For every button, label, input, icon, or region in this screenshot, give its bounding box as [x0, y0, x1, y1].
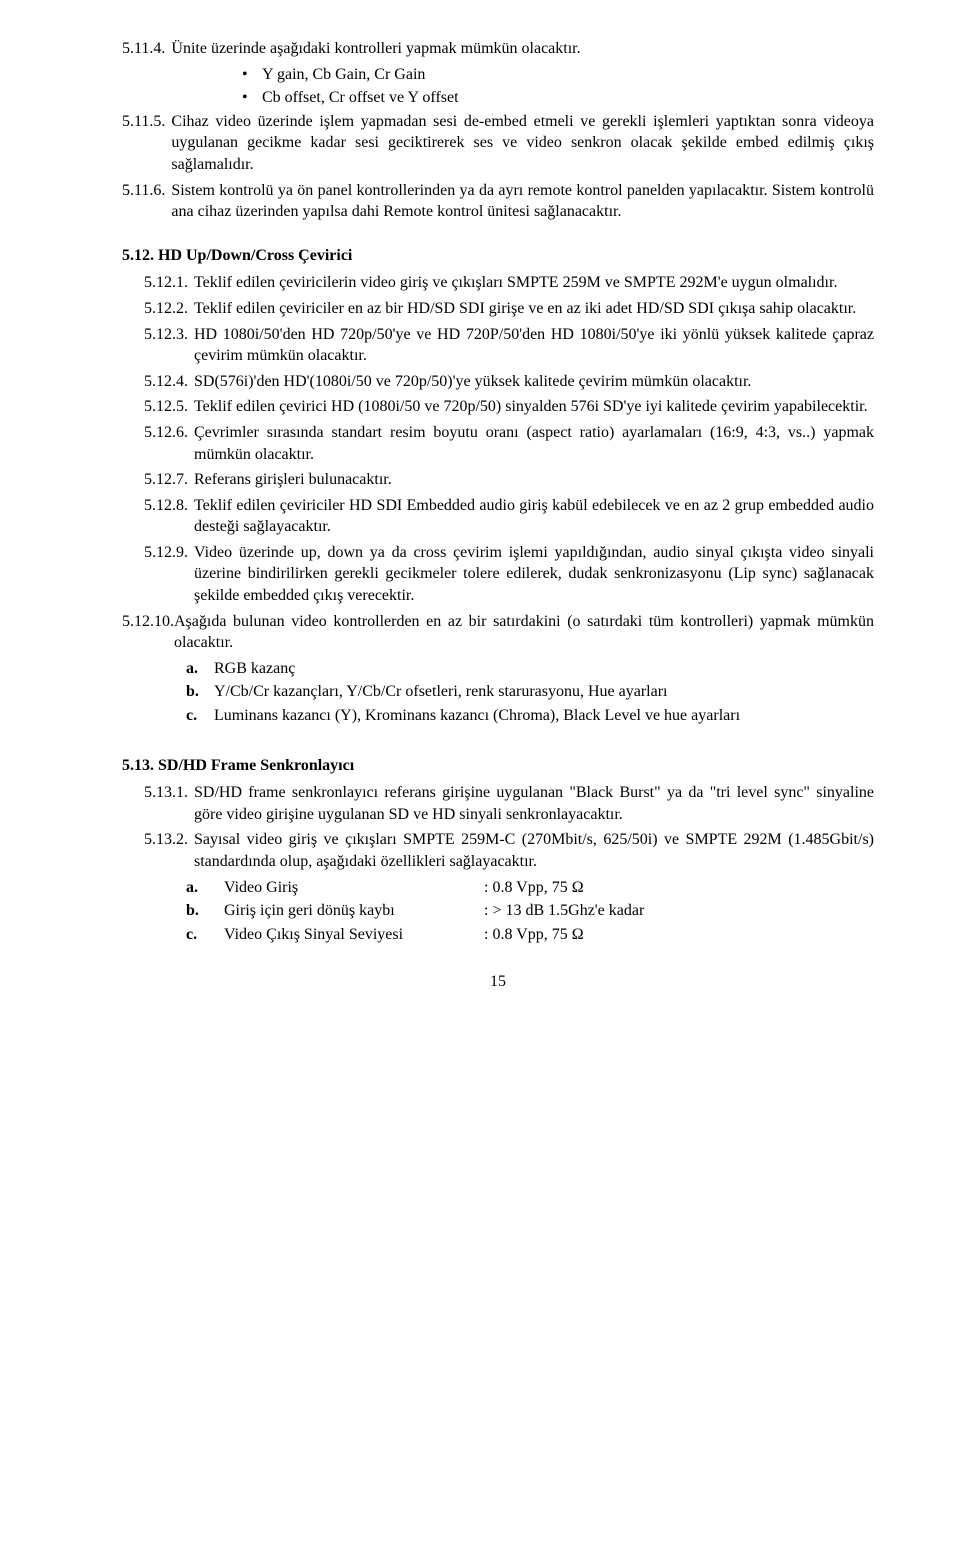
clause-number: 5.11.4. [122, 38, 165, 60]
spec-row: c. Video Çıkış Sinyal Seviyesi : 0.8 Vpp… [186, 924, 874, 946]
clause-number: 5.13.1. [144, 782, 188, 825]
page-number: 15 [122, 971, 874, 993]
clause: 5.12.6.Çevrimler sırasında standart resi… [144, 422, 874, 465]
clause-number: 5.12.8. [144, 495, 188, 538]
spec-row: b. Giriş için geri dönüş kaybı : > 13 dB… [186, 900, 874, 922]
clause-text: Teklif edilen çeviriciler HD SDI Embedde… [194, 495, 874, 538]
document-page: 5.11.4. Ünite üzerinde aşağıdaki kontrol… [0, 0, 960, 1023]
section-title-5-13: 5.13. SD/HD Frame Senkronlayıcı [122, 755, 874, 777]
clause: 5.12.1. Teklif edilen çeviricilerin video… [144, 272, 874, 294]
spec-value: : 0.8 Vpp, 75 Ω [484, 877, 874, 899]
spec-value: : 0.8 Vpp, 75 Ω [484, 924, 874, 946]
clause-number: 5.11.5. [122, 111, 165, 176]
bullet-text: Y gain, Cb Gain, Cr Gain [262, 64, 425, 86]
clause-number: 5.12.7. [144, 469, 188, 491]
clause-text: Teklif edilen çeviricilerin video giriş … [194, 272, 874, 294]
clause-text: Ünite üzerinde aşağıdaki kontrolleri yap… [171, 38, 874, 60]
clause: 5.12.2. Teklif edilen çeviriciler en az b… [144, 298, 874, 320]
abc-text: Y/Cb/Cr kazançları, Y/Cb/Cr ofsetleri, r… [214, 681, 667, 703]
abc-list-5-12-10: a. RGB kazanç b. Y/Cb/Cr kazançları, Y/C… [186, 658, 874, 727]
spec-letter: b. [186, 900, 224, 922]
abc-letter: c. [186, 705, 214, 727]
clause-text: Sistem kontrolü ya ön panel kontrollerin… [171, 180, 874, 223]
clause-5-11-4: 5.11.4. Ünite üzerinde aşağıdaki kontrol… [122, 38, 874, 60]
clause-text: SD(576i)'den HD'(1080i/50 ve 720p/50)'ye… [194, 371, 874, 393]
bullet-dot-icon: • [242, 64, 262, 86]
clause-text: HD 1080i/50'den HD 720p/50'ye ve HD 720P… [194, 324, 874, 367]
clause: 5.12.7. Referans girişleri bulunacaktır. [144, 469, 874, 491]
clause: 5.12.4. SD(576i)'den HD'(1080i/50 ve 720p… [144, 371, 874, 393]
clause-text: Aşağıda bulunan video kontrollerden en a… [174, 611, 874, 654]
clause-text: Referans girişleri bulunacaktır. [194, 469, 874, 491]
spec-letter: c. [186, 924, 224, 946]
bullet-text: Cb offset, Cr offset ve Y offset [262, 87, 459, 109]
abc-text: Luminans kazancı (Y), Krominans kazancı … [214, 705, 740, 727]
spec-label: Video Giriş [224, 877, 484, 899]
spec-value: : > 13 dB 1.5Ghz'e kadar [484, 900, 874, 922]
clause-number: 5.12.2. [144, 298, 188, 320]
spec-list-5-13-2: a. Video Giriş : 0.8 Vpp, 75 Ω b. Giriş … [186, 877, 874, 946]
clause-number: 5.12.3. [144, 324, 188, 367]
spec-letter: a. [186, 877, 224, 899]
spec-label: Giriş için geri dönüş kaybı [224, 900, 484, 922]
clause-5-13-2: 5.13.2. Sayısal video giriş ve çıkışları… [144, 829, 874, 872]
clause-number: 5.12.5. [144, 396, 188, 418]
abc-item: c. Luminans kazancı (Y), Krominans kazan… [186, 705, 874, 727]
clause-number: 5.12.9. [144, 542, 188, 607]
clause: 5.12.3.HD 1080i/50'den HD 720p/50'ye ve … [144, 324, 874, 367]
clause-number: 5.12.4. [144, 371, 188, 393]
clause: 5.12.5. Teklif edilen çevirici HD (1080i/… [144, 396, 874, 418]
abc-item: b. Y/Cb/Cr kazançları, Y/Cb/Cr ofsetleri… [186, 681, 874, 703]
abc-item: a. RGB kazanç [186, 658, 874, 680]
spec-label: Video Çıkış Sinyal Seviyesi [224, 924, 484, 946]
clause-text: Sayısal video giriş ve çıkışları SMPTE 2… [194, 829, 874, 872]
clause-5-13-1: 5.13.1. SD/HD frame senkronlayıcı refera… [144, 782, 874, 825]
clause-text: Teklif edilen çevirici HD (1080i/50 ve 7… [194, 396, 874, 418]
clause-text: Cihaz video üzerinde işlem yapmadan sesi… [171, 111, 874, 176]
clause-text: Teklif edilen çeviriciler en az bir HD/S… [194, 298, 874, 320]
abc-letter: b. [186, 681, 214, 703]
clause-number: 5.12.6. [144, 422, 188, 465]
bullet-list-5-11-4: • Y gain, Cb Gain, Cr Gain • Cb offset, … [242, 64, 874, 109]
clause-text: Çevrimler sırasında standart resim boyut… [194, 422, 874, 465]
clause-5-11-5: 5.11.5. Cihaz video üzerinde işlem yapma… [122, 111, 874, 176]
bullet-item: • Y gain, Cb Gain, Cr Gain [242, 64, 874, 86]
clause: 5.12.8.Teklif edilen çeviriciler HD SDI … [144, 495, 874, 538]
spec-row: a. Video Giriş : 0.8 Vpp, 75 Ω [186, 877, 874, 899]
clause-number: 5.12.10. [122, 611, 174, 654]
clause-number: 5.12.1. [144, 272, 188, 294]
clause-text: SD/HD frame senkronlayıcı referans giriş… [194, 782, 874, 825]
clause-text: Video üzerinde up, down ya da cross çevi… [194, 542, 874, 607]
abc-text: RGB kazanç [214, 658, 295, 680]
clause-number: 5.11.6. [122, 180, 165, 223]
section-title-5-12: 5.12. HD Up/Down/Cross Çevirici [122, 245, 874, 267]
bullet-item: • Cb offset, Cr offset ve Y offset [242, 87, 874, 109]
bullet-dot-icon: • [242, 87, 262, 109]
clause-5-12-10: 5.12.10. Aşağıda bulunan video kontrolle… [122, 611, 874, 654]
clause-number: 5.13.2. [144, 829, 188, 872]
abc-letter: a. [186, 658, 214, 680]
clause: 5.12.9.Video üzerinde up, down ya da cro… [144, 542, 874, 607]
clause-5-11-6: 5.11.6. Sistem kontrolü ya ön panel kont… [122, 180, 874, 223]
